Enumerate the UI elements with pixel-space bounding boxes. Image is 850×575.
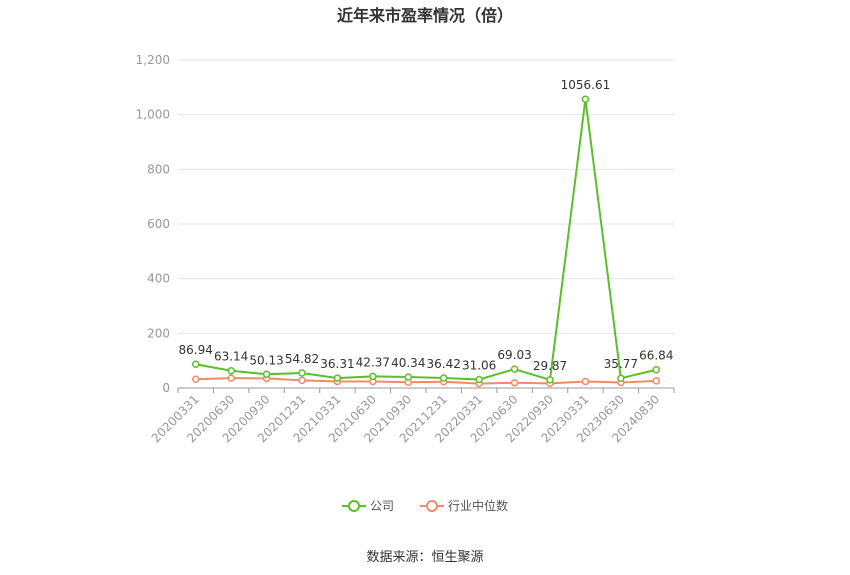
series-0-point-9 <box>510 365 519 373</box>
series-line-1 <box>195 377 657 385</box>
series-0-point-7 <box>439 374 448 382</box>
data-label-6: 40.34 <box>391 356 425 370</box>
legend-label-industry-median: 行业中位数 <box>448 499 509 513</box>
y-tick-label-6: 1,200 <box>136 53 170 67</box>
series-0-point-12 <box>617 374 625 382</box>
series-0-point-2 <box>262 370 271 379</box>
data-label-12: 35.77 <box>604 357 638 371</box>
y-tick-label-3: 600 <box>147 217 170 231</box>
data-label-2: 50.13 <box>249 353 283 367</box>
chart-title: 近年来市盈率情况（倍） <box>336 6 513 25</box>
data-label-3: 54.82 <box>285 352 319 366</box>
y-tick-label-0: 0 <box>162 381 170 395</box>
y-tick-label-2: 400 <box>147 272 170 286</box>
legend-item-company[interactable]: 公司 <box>341 497 394 514</box>
legend-swatch-industry-median <box>420 499 444 513</box>
series-1-point-0 <box>191 375 200 384</box>
y-tick-label-4: 800 <box>147 162 170 176</box>
series-1-point-1 <box>227 374 235 382</box>
series-0-point-1 <box>227 366 235 375</box>
data-label-13: 66.84 <box>639 349 673 363</box>
data-label-layer: 86.94 63.14 50.13 54.82 36.31 42.37 40.34 36.42… <box>179 78 674 373</box>
series-1-point-11 <box>581 377 590 386</box>
series-0-point-3 <box>298 369 306 377</box>
data-label-1: 63.14 <box>214 350 248 364</box>
data-label-5: 42.37 <box>356 355 390 369</box>
legend-item-industry-median[interactable]: 行业中位数 <box>420 497 508 514</box>
series-0-point-5 <box>369 372 377 381</box>
series-0-point-11 <box>581 95 590 103</box>
data-label-10: 29.87 <box>533 359 567 373</box>
series-0-point-6 <box>404 373 413 381</box>
legend-swatch-company <box>341 499 366 513</box>
series-0-point-4 <box>333 374 342 382</box>
series-1-point-13 <box>652 377 661 385</box>
data-label-0: 86.94 <box>179 343 213 357</box>
data-label-9: 69.03 <box>497 348 531 362</box>
series-0-point-0 <box>191 360 200 368</box>
axis-layer: 02004006008001,0001,20020200331202006302… <box>136 53 675 445</box>
series-0-point-10 <box>546 376 554 384</box>
legend-label-company: 公司 <box>369 499 394 513</box>
series-line-0 <box>195 99 657 382</box>
series-layer <box>191 95 661 388</box>
source-note: 数据来源：恒生聚源 <box>366 550 484 565</box>
grid-layer <box>178 59 674 334</box>
series-0-point-13 <box>652 365 661 374</box>
data-label-4: 36.31 <box>320 357 354 371</box>
y-tick-label-5: 1,000 <box>136 108 170 122</box>
series-1-point-9 <box>510 379 519 387</box>
data-label-7: 36.42 <box>427 357 461 371</box>
legend: 公司 行业中位数 <box>0 497 850 514</box>
y-tick-label-1: 200 <box>147 326 170 340</box>
series-1-point-3 <box>298 376 306 385</box>
data-label-8: 31.06 <box>462 359 496 373</box>
data-label-11: 1056.61 <box>561 78 611 92</box>
series-0-point-8 <box>475 375 483 384</box>
